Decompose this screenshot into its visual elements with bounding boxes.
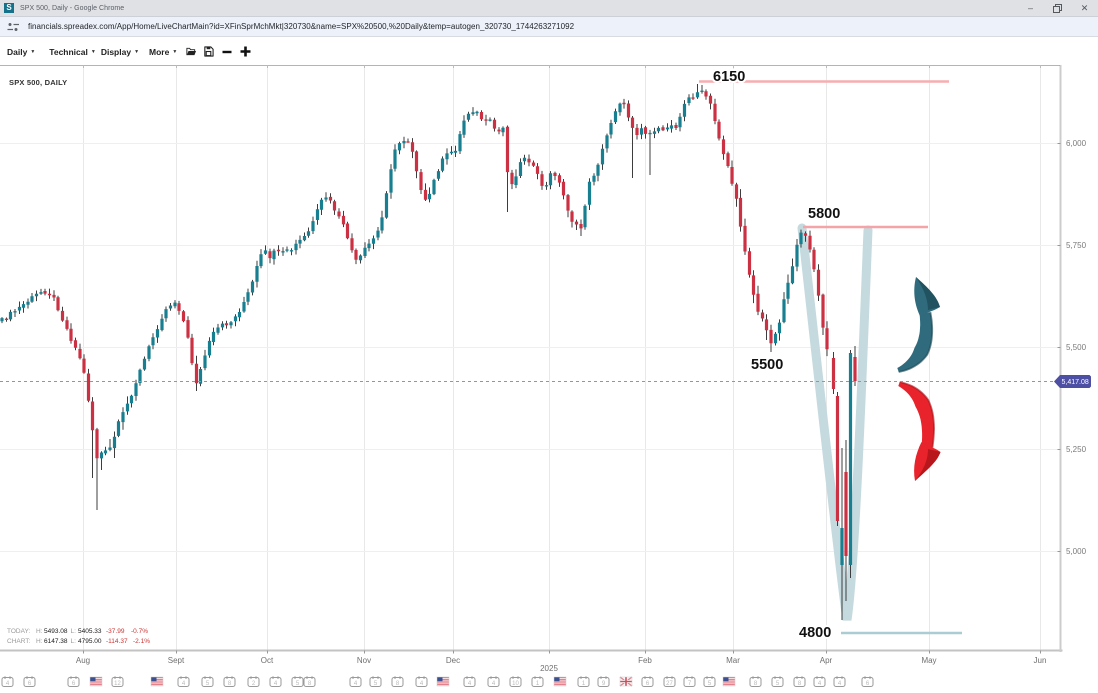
svg-text:4: 4 [274, 681, 278, 687]
svg-text:5: 5 [296, 681, 300, 687]
svg-text:5: 5 [374, 681, 378, 687]
svg-text:Dec: Dec [446, 656, 460, 665]
svg-text:5: 5 [206, 681, 210, 687]
svg-text:Oct: Oct [261, 656, 274, 665]
svg-text:5: 5 [776, 681, 780, 687]
svg-text:L:: L: [71, 638, 77, 645]
svg-text:5,000: 5,000 [1066, 547, 1087, 556]
svg-text:L:: L: [71, 628, 77, 635]
svg-text:5500: 5500 [751, 357, 783, 373]
svg-text:4: 4 [468, 681, 472, 687]
svg-text:6: 6 [866, 681, 870, 687]
svg-text:2025: 2025 [540, 664, 558, 673]
svg-text:4: 4 [6, 681, 10, 687]
svg-text:4: 4 [420, 681, 424, 687]
svg-text:6,000: 6,000 [1066, 139, 1087, 148]
svg-text:CHART:: CHART: [7, 638, 31, 645]
svg-text:5,750: 5,750 [1066, 241, 1087, 250]
svg-text:Feb: Feb [638, 656, 652, 665]
svg-text:6: 6 [72, 681, 76, 687]
svg-text:6: 6 [646, 681, 650, 687]
svg-text:H:: H: [36, 628, 43, 635]
svg-text:Sept: Sept [168, 656, 185, 665]
svg-text:TODAY:: TODAY: [7, 628, 30, 635]
svg-text:Apr: Apr [820, 656, 833, 665]
svg-text:-0.7%: -0.7% [131, 628, 148, 635]
svg-text:Aug: Aug [76, 656, 90, 665]
svg-text:-114.37: -114.37 [106, 638, 128, 645]
svg-text:4: 4 [182, 681, 186, 687]
svg-text:6147.38: 6147.38 [44, 638, 68, 645]
svg-text:5800: 5800 [808, 206, 840, 222]
svg-text:May: May [921, 656, 936, 665]
svg-text:8: 8 [798, 681, 802, 687]
svg-text:27: 27 [666, 681, 673, 687]
svg-text:Jun: Jun [1034, 656, 1047, 665]
svg-text:5405.33: 5405.33 [78, 628, 102, 635]
svg-text:4795.00: 4795.00 [78, 638, 102, 645]
svg-text:4: 4 [492, 681, 496, 687]
svg-text:5,500: 5,500 [1066, 343, 1087, 352]
svg-text:10: 10 [512, 681, 519, 687]
svg-text:5: 5 [708, 681, 712, 687]
svg-text:9: 9 [602, 681, 606, 687]
svg-text:8: 8 [308, 681, 312, 687]
svg-text:5,250: 5,250 [1066, 445, 1087, 454]
svg-text:2: 2 [252, 681, 256, 687]
svg-text:4: 4 [354, 681, 358, 687]
svg-text:6: 6 [28, 681, 32, 687]
svg-text:-2.1%: -2.1% [133, 638, 150, 645]
svg-text:4: 4 [818, 681, 822, 687]
svg-text:6150: 6150 [713, 69, 745, 85]
svg-text:8: 8 [228, 681, 232, 687]
svg-text:12: 12 [114, 681, 121, 687]
svg-text:4800: 4800 [799, 625, 831, 641]
svg-text:8: 8 [396, 681, 400, 687]
svg-text:Mar: Mar [726, 656, 740, 665]
svg-text:H:: H: [36, 638, 43, 645]
svg-text:1: 1 [536, 681, 540, 687]
svg-text:Nov: Nov [357, 656, 371, 665]
svg-text:1: 1 [582, 681, 586, 687]
svg-text:7: 7 [688, 681, 692, 687]
svg-text:5493.08: 5493.08 [44, 628, 68, 635]
svg-text:-37.99: -37.99 [106, 628, 125, 635]
svg-text:4: 4 [838, 681, 842, 687]
svg-text:5,417.08: 5,417.08 [1062, 379, 1089, 386]
svg-text:8: 8 [754, 681, 758, 687]
svg-text:SPX 500, DAILY: SPX 500, DAILY [9, 78, 67, 87]
